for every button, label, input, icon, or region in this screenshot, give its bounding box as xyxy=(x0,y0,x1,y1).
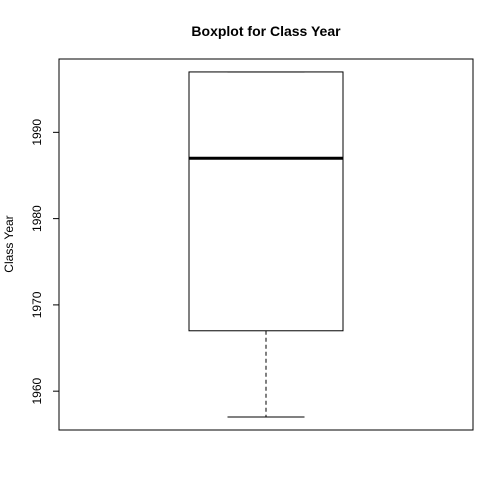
box-layer xyxy=(188,71,344,418)
y-tick-label: 1970 xyxy=(30,291,44,318)
y-axis: 1960 1970 1980 1990 xyxy=(30,119,59,405)
y-axis-label: Class Year xyxy=(2,215,16,272)
box-iqr xyxy=(188,71,344,332)
plot-frame xyxy=(58,58,474,431)
y-tick-label: 1980 xyxy=(30,205,44,232)
y-tick-label: 1960 xyxy=(30,378,44,405)
y-tick-label: 1990 xyxy=(30,119,44,146)
chart-title: Boxplot for Class Year xyxy=(191,23,341,39)
